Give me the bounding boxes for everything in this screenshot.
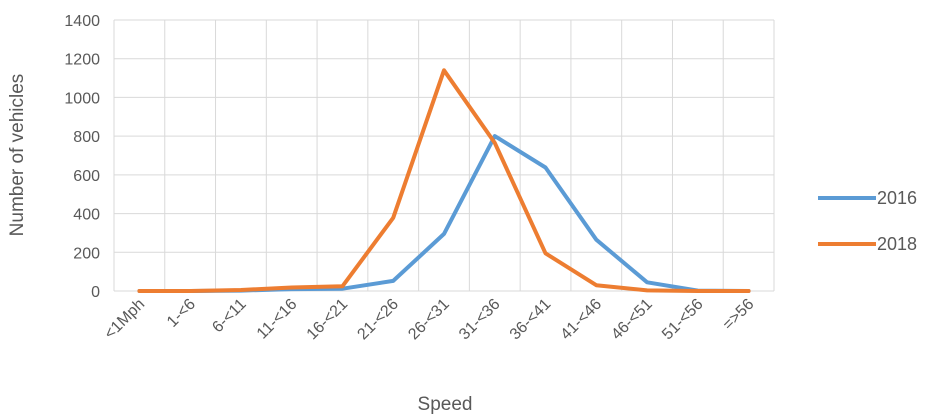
legend: 2016 2018 — [818, 188, 917, 254]
y-tick-label: 400 — [73, 207, 100, 224]
y-tick-label: 600 — [73, 168, 100, 185]
x-tick-label: 51-<56 — [659, 296, 707, 344]
x-axis-ticks: <1Mph 1-<6 6-<11 11-<16 16-<21 21-<26 26-<31 31… — [101, 296, 757, 344]
x-tick-label: 16-<21 — [304, 296, 352, 344]
y-axis-title: Number of vehicles — [7, 74, 28, 237]
y-tick-label: 1400 — [64, 13, 100, 30]
y-axis-ticks: 0 200 400 600 800 1000 1200 1400 — [64, 13, 100, 301]
x-tick-label: 46-<51 — [608, 296, 656, 344]
x-tick-label: 11-<16 — [254, 296, 301, 343]
series-line-2018 — [137, 68, 751, 293]
grid-lines — [113, 19, 775, 292]
legend-label-2016: 2016 — [877, 188, 917, 208]
y-tick-label: 200 — [73, 245, 100, 262]
x-axis-title: Speed — [418, 394, 473, 415]
y-tick-label: 1000 — [64, 90, 100, 107]
x-tick-label: 6-<11 — [209, 296, 250, 337]
x-tick-label: 36-<41 — [507, 296, 555, 344]
x-tick-label: =>56 — [720, 296, 758, 334]
y-tick-label: 0 — [91, 284, 100, 301]
x-tick-label: <1Mph — [101, 296, 148, 343]
x-tick-label: 1-<6 — [164, 296, 199, 331]
x-tick-label: 31-<36 — [456, 296, 504, 344]
legend-label-2018: 2018 — [877, 234, 917, 254]
series-lines — [137, 68, 751, 293]
x-tick-label: 26-<31 — [405, 296, 453, 344]
y-tick-label: 1200 — [64, 52, 100, 69]
x-tick-label: 21-<26 — [354, 296, 402, 344]
y-tick-label: 800 — [73, 129, 100, 146]
x-tick-label: 41-<46 — [558, 296, 606, 344]
